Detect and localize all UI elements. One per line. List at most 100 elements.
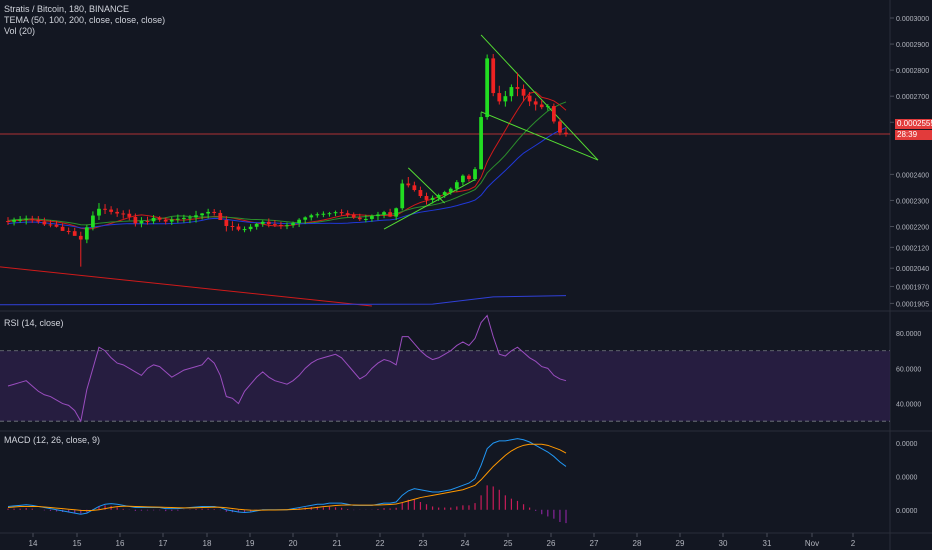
- candle-body: [454, 182, 459, 189]
- candle-body: [145, 221, 150, 223]
- volume-indicator-label[interactable]: Vol (20): [4, 26, 36, 36]
- candle-body: [345, 213, 350, 215]
- candle-body: [521, 88, 526, 96]
- trendlines: [383, 34, 599, 230]
- candle-body: [545, 106, 550, 108]
- candle-body: [503, 96, 508, 102]
- rsi-band: [0, 350, 890, 422]
- candle-body: [60, 226, 65, 231]
- candle-body: [400, 183, 405, 209]
- candle-body: [515, 87, 520, 89]
- candle-body: [351, 214, 356, 218]
- candle-body: [339, 212, 344, 214]
- price-tick-label: 0.0002040: [896, 266, 929, 273]
- candle-body: [91, 215, 95, 228]
- candle-body: [260, 221, 265, 224]
- candle-body: [254, 223, 259, 227]
- price-tick-label: 0.0003000: [896, 16, 929, 23]
- time-tick-label: 21: [333, 539, 342, 548]
- rsi-series: [7, 314, 567, 423]
- macd-tick-label: 0.0000: [896, 508, 918, 515]
- time-tick-label: 25: [504, 539, 513, 548]
- candle-body: [564, 132, 568, 134]
- candle-body: [436, 194, 441, 198]
- candle-body: [109, 209, 113, 212]
- candle-body: [418, 190, 423, 197]
- candle-body: [509, 87, 514, 97]
- candle-body: [370, 216, 374, 219]
- tema-indicator-label[interactable]: TEMA (50, 100, 200, close, close, close): [4, 15, 166, 25]
- candle-body: [266, 221, 271, 225]
- candle-body: [297, 219, 302, 224]
- candle-body: [461, 175, 465, 183]
- candle-body: [527, 95, 532, 102]
- candle-body: [242, 229, 247, 231]
- candle-body: [151, 217, 156, 222]
- candle-body: [315, 214, 320, 216]
- candle-body: [163, 219, 168, 222]
- price-tick-label: 0.0001905: [896, 301, 929, 308]
- time-tick-label: 19: [246, 539, 255, 548]
- symbol-title[interactable]: Stratis / Bitcoin, 180, BINANCE: [4, 4, 130, 14]
- time-tick-label: 23: [419, 539, 428, 548]
- candle-body: [30, 218, 35, 220]
- macd-tick-label: 0.0000: [896, 474, 918, 481]
- time-tick-label: 20: [289, 539, 298, 548]
- volume-ma-line: [0, 295, 567, 306]
- tema-100-line: [7, 101, 567, 226]
- time-tick-label: 26: [547, 539, 556, 548]
- rsi-line: [7, 314, 567, 423]
- long-trend-line: [0, 266, 372, 307]
- candle-body: [230, 225, 235, 227]
- candle-body: [412, 185, 417, 191]
- time-tick-label: 24: [461, 539, 470, 548]
- trendline-lower-rising: [383, 179, 476, 230]
- price-tick-label: 0.0001970: [896, 284, 929, 291]
- candle-body: [309, 215, 314, 218]
- price-tick-label: 0.0002800: [896, 68, 929, 75]
- candle-body: [188, 217, 192, 219]
- time-tick-label: 17: [159, 539, 168, 548]
- candle-body: [72, 231, 77, 236]
- candle-body: [54, 224, 59, 227]
- candle-body: [467, 175, 471, 180]
- candle-body: [279, 224, 283, 226]
- candle-body: [327, 213, 332, 215]
- candle-body: [224, 219, 229, 226]
- candle-body: [206, 211, 211, 214]
- price-tick-label: 0.0002300: [896, 198, 929, 205]
- candle-body: [78, 235, 83, 240]
- candle-body: [18, 219, 23, 221]
- candle-body: [182, 217, 186, 219]
- bar-countdown-badge: 28:39: [895, 130, 932, 140]
- candle-body: [6, 221, 10, 223]
- candle-body: [66, 230, 71, 232]
- macd-series: [7, 438, 567, 524]
- signal-line: [7, 443, 567, 512]
- candle-body: [363, 218, 368, 220]
- axes: 0.0003000 0.0002900 0.0002800 0.0002700 0.00…: [29, 16, 930, 548]
- candle-body: [115, 211, 120, 214]
- candle-body: [272, 224, 277, 226]
- trendline-wedge-top: [480, 34, 599, 161]
- candle-body: [406, 183, 411, 186]
- candle-body: [497, 93, 502, 102]
- candle-body: [382, 212, 386, 215]
- candle-body: [169, 219, 174, 222]
- candle-body: [430, 197, 435, 200]
- rsi-legend: RSI (14, close): [4, 318, 64, 329]
- candle-body: [291, 223, 295, 226]
- price-tick-label: 0.0002400: [896, 172, 929, 179]
- candle-body: [200, 213, 204, 216]
- macd-indicator-label[interactable]: MACD (12, 26, close, 9): [4, 435, 101, 445]
- candle-body: [194, 215, 198, 218]
- candle-body: [491, 58, 496, 94]
- candle-body: [485, 58, 490, 118]
- rsi-indicator-label[interactable]: RSI (14, close): [4, 318, 64, 328]
- time-tick-label: Nov: [805, 539, 819, 548]
- time-tick-label: 14: [29, 539, 38, 548]
- candlestick-series: [6, 53, 568, 267]
- candle-body: [376, 214, 380, 217]
- time-tick-label: 27: [590, 539, 599, 548]
